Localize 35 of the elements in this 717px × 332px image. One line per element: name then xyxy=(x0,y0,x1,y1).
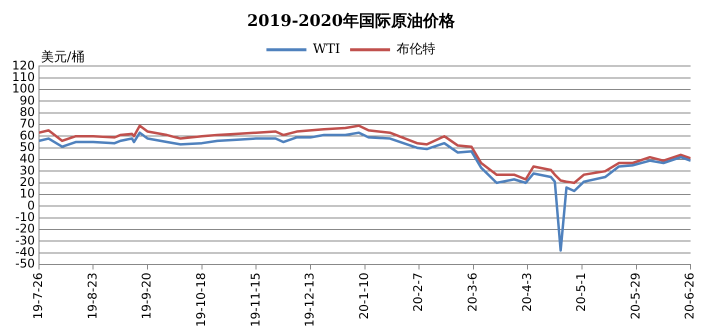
y-tick-label: 100 xyxy=(12,82,35,96)
x-tick-label: 20-4-3 xyxy=(520,272,534,312)
legend-label: 布伦特 xyxy=(396,42,436,58)
chart-title: 2019-2020年国际原油价格 xyxy=(247,10,456,30)
y-tick-label: 0 xyxy=(27,198,35,212)
y-tick-label: 60 xyxy=(20,128,35,142)
x-tick-label: 20-5-29 xyxy=(628,272,642,320)
x-tick-label: 20-5-1 xyxy=(574,272,588,312)
y-tick-label: 70 xyxy=(20,116,35,131)
y-tick-label: 20 xyxy=(20,174,35,189)
y-tick-label: 10 xyxy=(20,186,35,201)
x-tick-label: 19-11-15 xyxy=(248,272,262,327)
y-tick-label: -10 xyxy=(15,210,35,224)
x-tick-label: 20-2-7 xyxy=(411,272,426,312)
y-tick-label: -20 xyxy=(15,222,35,236)
x-tick-label: 20-1-10 xyxy=(356,272,371,320)
legend-label: WTI xyxy=(312,42,340,58)
x-tick-label: 20-6-26 xyxy=(682,272,697,320)
x-tick-label: 20-3-6 xyxy=(465,272,480,312)
x-tick-label: 19-9-20 xyxy=(140,272,154,320)
y-tick-label: -30 xyxy=(15,233,35,248)
y-tick-label: -40 xyxy=(15,244,35,259)
x-tick-label: 19-7-26 xyxy=(31,272,46,320)
y-tick-label: 50 xyxy=(20,140,35,154)
y-tick-label: 80 xyxy=(20,104,35,119)
x-tick-label: 19-12-13 xyxy=(302,272,317,327)
y-tick-label: -50 xyxy=(15,256,35,271)
x-tick-label: 19-10-18 xyxy=(194,272,208,327)
y-tick-label: 90 xyxy=(20,93,35,108)
y-axis-title: 美元/桶 xyxy=(40,49,84,66)
x-tick-label: 19-8-23 xyxy=(85,272,100,320)
y-tick-label: 30 xyxy=(20,163,35,178)
y-tick-label: 120 xyxy=(12,58,35,72)
y-tick-label: 110 xyxy=(12,70,35,84)
y-tick-label: 40 xyxy=(20,152,35,166)
